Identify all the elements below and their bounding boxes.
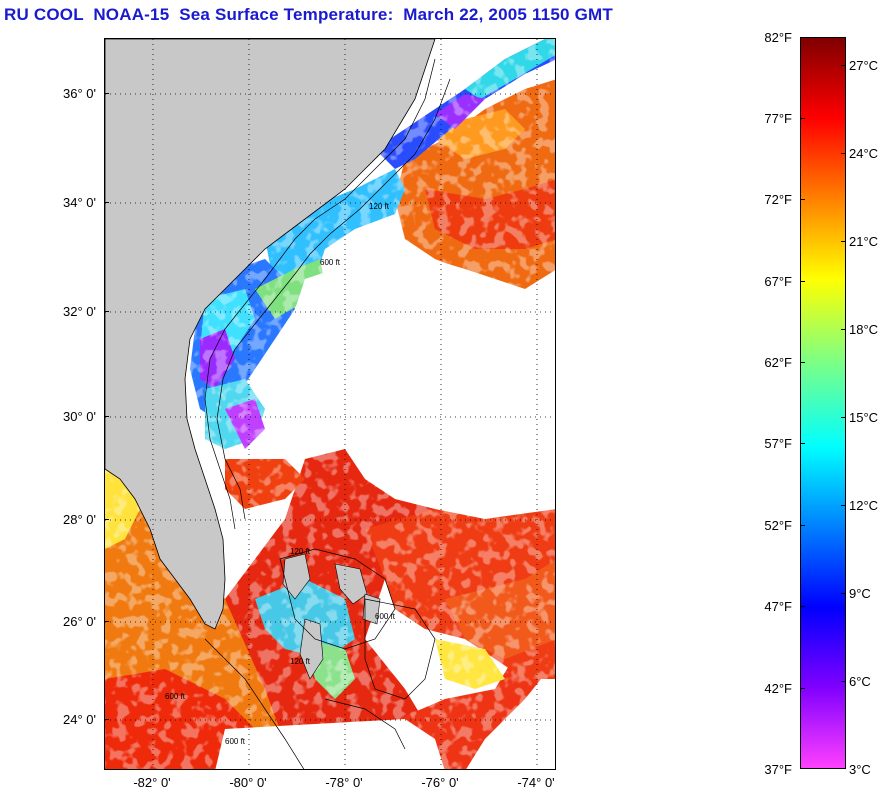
sst-map: 120 ft 600 ft 120 ft 600 ft 120 ft 600 f… (104, 38, 556, 770)
contour-label: 600 ft (320, 258, 341, 267)
contour-label: 120 ft (290, 657, 311, 666)
colorbar-f-label: 72°F (764, 192, 792, 207)
contour-label: 120 ft (369, 202, 390, 211)
colorbar-f-label: 52°F (764, 518, 792, 533)
lat-label: 36° 0' (63, 86, 96, 101)
temperature-colorbar (800, 37, 846, 769)
colorbar-c-label: 24°C (849, 146, 879, 161)
contour-label: 600 ft (375, 612, 396, 621)
colorbar-f-label: 77°F (764, 111, 792, 126)
colorbar-f-label: 67°F (764, 274, 792, 289)
colorbar-f-label: 57°F (764, 436, 792, 451)
lon-label: -76° 0' (421, 775, 459, 790)
colorbar-c-label: 15°C (849, 410, 879, 425)
colorbar-f-label: 47°F (764, 599, 792, 614)
colorbar-f-label: 37°F (764, 762, 792, 777)
graticule (105, 39, 555, 769)
colorbar-f-label: 82°F (764, 30, 792, 45)
colorbar-c-label: 18°C (849, 322, 879, 337)
lon-label: -80° 0' (229, 775, 267, 790)
colorbar-c-label: 3°C (849, 762, 871, 777)
land-mass (105, 39, 445, 769)
lat-label: 28° 0' (63, 512, 96, 527)
colorbar-c-label: 6°C (849, 674, 871, 689)
lat-label: 34° 0' (63, 195, 96, 210)
contour-label: 120 ft (290, 547, 311, 556)
lat-label: 24° 0' (63, 712, 96, 727)
depth-contours (204, 58, 451, 769)
colorbar-f-label: 42°F (764, 681, 792, 696)
lat-label: 26° 0' (63, 614, 96, 629)
colorbar-c-label: 21°C (849, 234, 879, 249)
colorbar-f-label: 62°F (764, 355, 792, 370)
lat-label: 32° 0' (63, 304, 96, 319)
contour-label: 600 ft (225, 737, 246, 746)
cloud-mask (285, 254, 555, 509)
colorbar-c-label: 27°C (849, 58, 879, 73)
colorbar-c-label: 12°C (849, 498, 879, 513)
contour-label: 600 ft (165, 692, 186, 701)
map-title: RU COOL NOAA-15 Sea Surface Temperature:… (4, 5, 613, 24)
colorbar-c-label: 9°C (849, 586, 871, 601)
lat-label: 30° 0' (63, 409, 96, 424)
sst-map-canvas: 120 ft 600 ft 120 ft 600 ft 120 ft 600 f… (105, 39, 555, 769)
lon-label: -78° 0' (325, 775, 363, 790)
lon-label: -74° 0' (517, 775, 555, 790)
lon-label: -82° 0' (133, 775, 171, 790)
